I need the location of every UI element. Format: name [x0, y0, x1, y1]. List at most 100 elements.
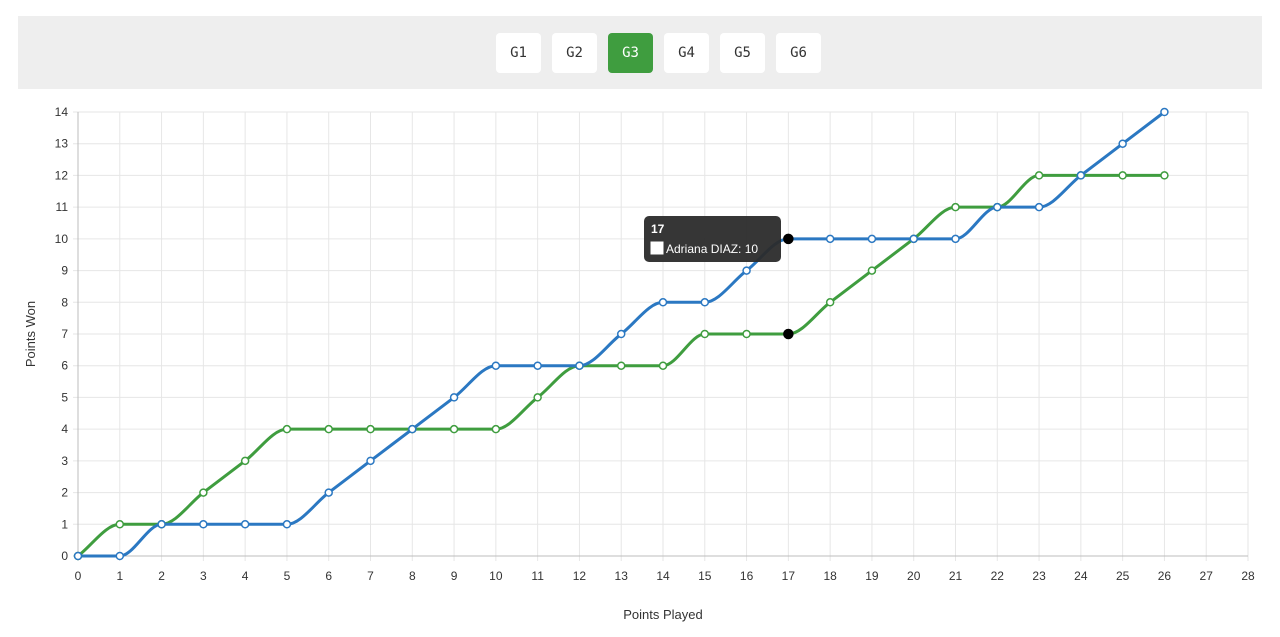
data-point-series-2[interactable] — [825, 298, 835, 307]
x-tick-label: 28 — [1241, 569, 1255, 583]
data-point-series-2[interactable] — [951, 202, 960, 212]
y-tick-label: 4 — [61, 422, 68, 436]
x-axis-title: Points Played — [623, 607, 703, 622]
x-tick-label: 0 — [75, 569, 82, 583]
x-tick-label: 12 — [573, 569, 587, 583]
axes — [77, 112, 1248, 557]
data-point-series-1[interactable] — [491, 361, 501, 370]
y-axis-title: Points Won — [23, 301, 38, 367]
y-tick-label: 12 — [55, 168, 69, 182]
data-point-series-1[interactable] — [616, 329, 626, 339]
data-point-series-1[interactable] — [575, 361, 584, 370]
y-tick-label: 0 — [61, 549, 68, 563]
y-tick-label: 7 — [61, 327, 68, 341]
data-point-series-1[interactable] — [993, 202, 1002, 212]
data-point-series-2[interactable] — [616, 361, 626, 370]
data-point-series-2[interactable] — [533, 393, 542, 402]
y-tick-label: 11 — [56, 200, 69, 214]
tab-g5[interactable]: G5 — [720, 33, 765, 73]
data-point-series-1[interactable] — [324, 488, 333, 497]
data-point-series-2[interactable] — [1118, 171, 1127, 180]
x-tick-label: 15 — [698, 569, 712, 583]
y-tick-label: 14 — [55, 105, 69, 119]
data-point-series-2[interactable] — [115, 520, 125, 529]
y-tick-label: 1 — [61, 517, 68, 531]
tooltip-title: 17 — [651, 222, 665, 236]
series-points — [73, 107, 1169, 561]
x-tick-label: 5 — [284, 569, 291, 583]
data-point-series-1[interactable] — [115, 551, 125, 561]
x-tick-label: 2 — [158, 569, 165, 583]
game-tab-bar: G1 G2 G3 G4 G5 G6 — [18, 16, 1262, 89]
data-point-series-1[interactable] — [1076, 171, 1086, 180]
data-point-series-2[interactable] — [1160, 171, 1169, 180]
data-point-series-2[interactable] — [199, 488, 208, 497]
data-point-series-2[interactable] — [1034, 171, 1044, 180]
data-point-series-2[interactable] — [658, 361, 668, 370]
data-point-series-1[interactable] — [1160, 107, 1169, 117]
data-point-series-1[interactable] — [742, 266, 751, 275]
data-point-series-1[interactable] — [867, 234, 877, 244]
x-tick-label: 18 — [823, 569, 837, 583]
data-point-series-1[interactable] — [240, 520, 250, 529]
y-tick-label: 10 — [55, 232, 69, 246]
data-point-series-1[interactable] — [408, 424, 417, 434]
tab-g4[interactable]: G4 — [664, 33, 709, 73]
data-point-series-1[interactable] — [199, 520, 208, 529]
data-point-series-2[interactable] — [449, 424, 459, 434]
x-tick-label: 16 — [740, 569, 754, 583]
data-point-series-1[interactable] — [951, 234, 960, 244]
game-tabs: G1 G2 G3 G4 G5 G6 — [496, 33, 821, 73]
data-point-series-2[interactable] — [700, 329, 710, 339]
x-tick-label: 8 — [409, 569, 416, 583]
data-point-series-2[interactable] — [742, 329, 751, 339]
data-point-series-1[interactable] — [909, 234, 918, 244]
data-point-series-2[interactable] — [867, 266, 877, 275]
data-point-series-1[interactable] — [1118, 139, 1127, 148]
data-point-series-1[interactable] — [73, 551, 83, 561]
x-tick-label: 10 — [489, 569, 503, 583]
tab-g6[interactable]: G6 — [776, 33, 821, 73]
data-point-series-2[interactable] — [324, 424, 333, 434]
data-point-series-1[interactable] — [658, 298, 668, 307]
data-point-series-2[interactable] — [366, 424, 375, 434]
x-tick-label: 4 — [242, 569, 249, 583]
y-tick-label: 6 — [61, 359, 68, 373]
x-tick-label: 20 — [907, 569, 921, 583]
data-point-series-2[interactable] — [240, 456, 250, 466]
y-tick-label: 13 — [55, 137, 69, 151]
data-point-series-1[interactable] — [700, 298, 710, 307]
tooltip: 17 Adriana DIAZ: 10 — [644, 216, 781, 262]
x-tick-label: 27 — [1200, 569, 1214, 583]
data-point-series-1[interactable] — [533, 361, 542, 370]
data-point-series-2[interactable] — [491, 424, 501, 434]
y-tick-label: 8 — [61, 295, 68, 309]
data-point-series-1[interactable] — [783, 233, 794, 245]
tab-g2[interactable]: G2 — [552, 33, 597, 73]
x-tick-label: 14 — [656, 569, 670, 583]
x-tick-label: 7 — [367, 569, 374, 583]
x-tick-label: 17 — [782, 569, 796, 583]
x-tick-label: 6 — [325, 569, 332, 583]
data-point-series-1[interactable] — [282, 520, 292, 529]
data-point-series-1[interactable] — [825, 234, 835, 244]
data-point-series-1[interactable] — [157, 520, 166, 529]
data-point-series-1[interactable] — [366, 456, 375, 466]
tooltip-label: Adriana DIAZ: 10 — [666, 242, 758, 256]
tab-g3[interactable]: G3 — [608, 33, 653, 73]
data-point-series-2[interactable] — [282, 424, 292, 434]
x-tick-label: 13 — [615, 569, 629, 583]
x-tick-label: 21 — [949, 569, 963, 583]
x-tick-label: 9 — [451, 569, 458, 583]
y-tick-label: 9 — [61, 264, 68, 278]
grid-lines — [73, 111, 1249, 561]
x-tick-label: 22 — [991, 569, 1005, 583]
tab-g1[interactable]: G1 — [496, 33, 541, 73]
y-tick-label: 5 — [61, 390, 68, 404]
data-point-series-1[interactable] — [1034, 202, 1044, 212]
x-tick-label: 1 — [116, 569, 123, 583]
tooltip-color-box — [650, 241, 664, 255]
data-point-series-1[interactable] — [449, 393, 459, 402]
data-point-series-2[interactable] — [783, 328, 794, 340]
